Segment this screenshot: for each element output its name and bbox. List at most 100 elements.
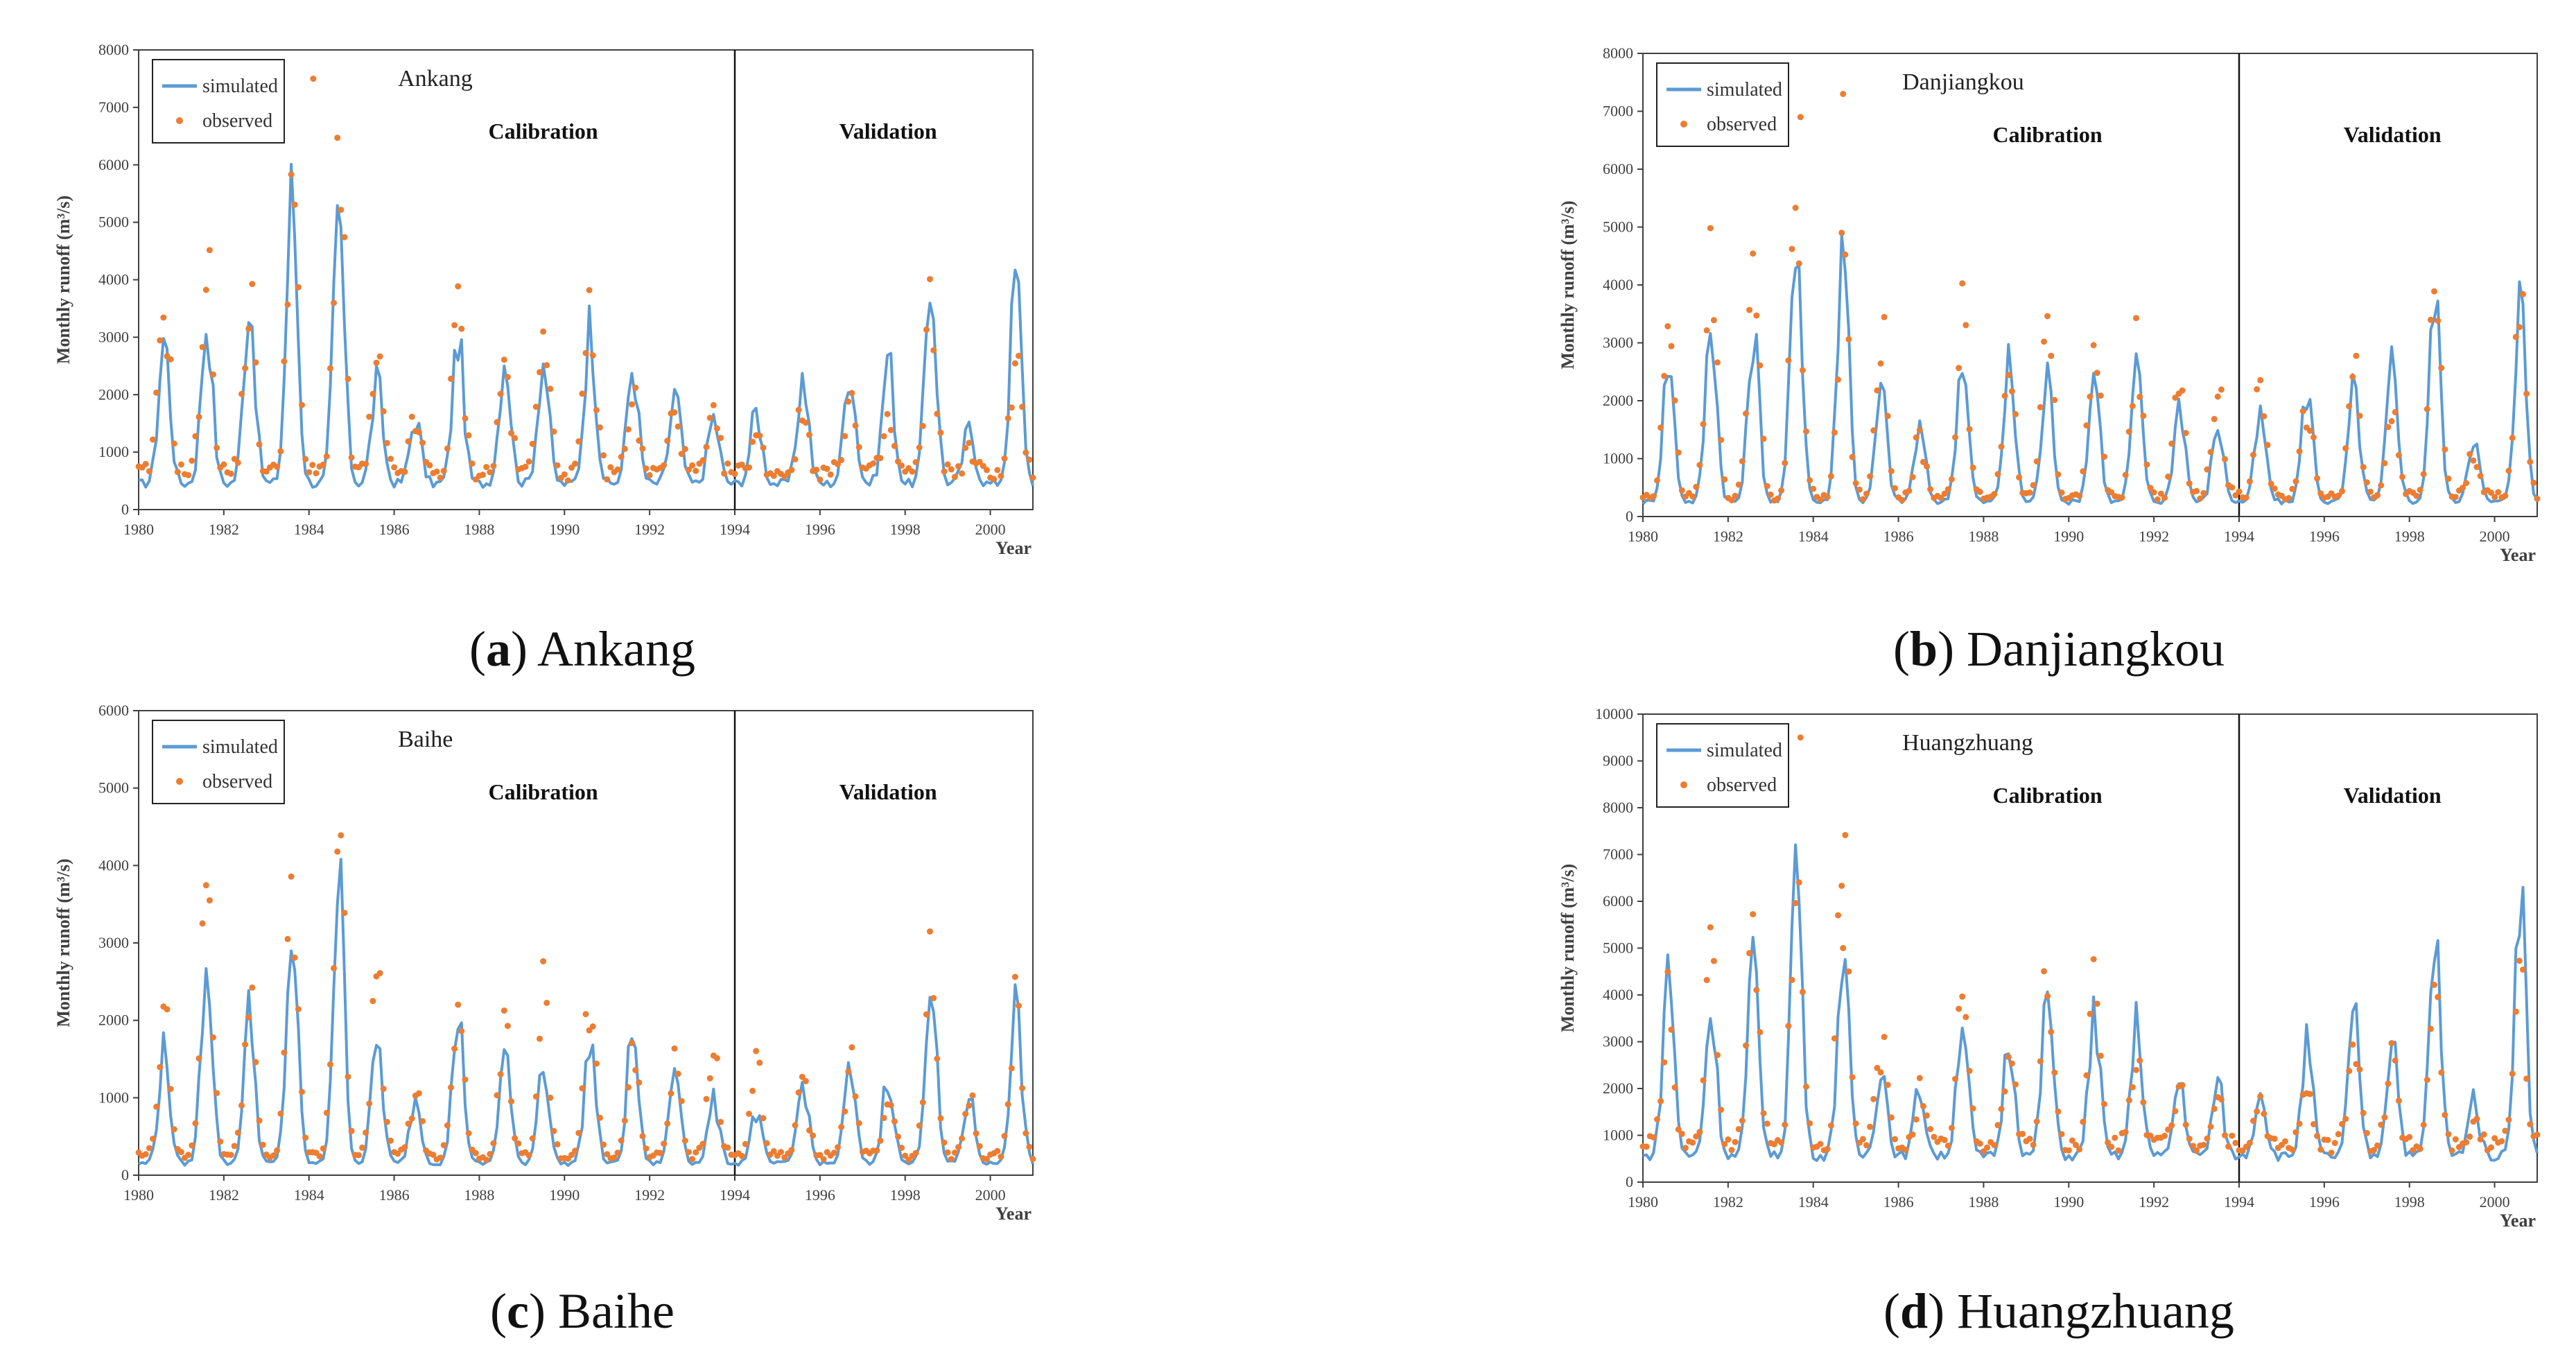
x-tick-label: 1996 — [805, 1186, 835, 1204]
observed-point — [338, 832, 345, 839]
observed-point — [338, 207, 345, 214]
observed-point — [1959, 280, 1966, 287]
observed-point — [2115, 1147, 2122, 1154]
y-tick-label: 5000 — [98, 779, 129, 797]
observed-point — [781, 1154, 788, 1161]
observed-point — [494, 419, 501, 426]
x-tick-label: 1986 — [379, 521, 410, 538]
observed-point — [2048, 352, 2055, 359]
observed-point — [2328, 1150, 2335, 1156]
observed-point — [1877, 1069, 1884, 1076]
observed-point — [2257, 1093, 2264, 1100]
x-tick-label: 1990 — [549, 1186, 580, 1204]
observed-point — [2172, 1108, 2179, 1115]
observed-point — [440, 467, 447, 474]
observed-point — [934, 410, 941, 417]
observed-point — [1863, 1142, 1870, 1149]
observed-point — [2136, 393, 2143, 400]
x-tick-label: 1994 — [2224, 528, 2254, 545]
observed-point — [1661, 372, 1668, 379]
x-axis-title: Year — [2500, 1211, 2536, 1231]
observed-point — [2108, 1143, 2115, 1150]
observed-point — [852, 422, 859, 429]
observed-point — [2179, 387, 2186, 394]
observed-point — [951, 1150, 958, 1156]
observed-point — [455, 1001, 462, 1008]
observed-point — [2229, 1132, 2236, 1139]
observed-point — [717, 1118, 724, 1125]
observed-point — [1998, 1106, 2005, 1113]
observed-point — [388, 456, 394, 462]
observed-point — [614, 466, 621, 473]
y-tick-label: 4000 — [98, 271, 129, 288]
observed-point — [2527, 458, 2534, 465]
observed-point — [2502, 492, 2509, 499]
legend-label-simulated: simulated — [1707, 79, 1782, 101]
observed-point — [2491, 1135, 2498, 1142]
observed-point — [2530, 479, 2537, 486]
observed-point — [2211, 415, 2218, 422]
observed-point — [657, 1150, 663, 1156]
observed-point — [540, 328, 547, 335]
observed-point — [1001, 1133, 1008, 1139]
observed-point — [2448, 1147, 2455, 1154]
y-axis-title: Monthly runoff (m³/s) — [1558, 200, 1578, 369]
observed-point — [980, 462, 986, 469]
observed-point — [2044, 313, 2051, 320]
observed-point — [177, 461, 184, 468]
observed-point — [973, 1130, 980, 1137]
observed-point — [855, 1120, 862, 1127]
observed-point — [934, 1055, 941, 1062]
observed-point — [991, 476, 998, 483]
observed-point — [1824, 1145, 1831, 1152]
observed-point — [1998, 443, 2005, 450]
y-tick-label: 1000 — [98, 443, 129, 460]
observed-point — [675, 423, 681, 430]
observed-point — [540, 958, 547, 964]
series-line-simulated — [138, 162, 1034, 489]
observed-point — [480, 471, 486, 478]
observed-point — [490, 462, 497, 469]
observed-point — [2488, 1144, 2494, 1151]
observed-point — [2193, 487, 2200, 494]
x-tick-label: 1988 — [1968, 528, 1999, 545]
observed-point — [713, 425, 720, 432]
observed-point — [1746, 950, 1753, 957]
observed-point — [458, 325, 465, 332]
observed-point — [686, 467, 692, 473]
observed-point — [948, 466, 955, 473]
observed-point — [2339, 487, 2345, 494]
observed-point — [359, 1144, 365, 1151]
x-tick-label: 1982 — [209, 1186, 239, 1204]
observed-point — [2186, 1136, 2193, 1142]
observed-point — [1991, 491, 1998, 498]
observed-point — [199, 920, 206, 927]
x-tick-label: 1992 — [634, 521, 665, 538]
x-tick-label: 1998 — [2394, 1193, 2425, 1211]
observed-point — [746, 464, 752, 471]
observed-point — [2207, 1123, 2214, 1130]
observed-point — [1753, 312, 1760, 319]
observed-point — [313, 470, 320, 477]
observed-point — [537, 1035, 543, 1042]
observed-point — [1778, 1139, 1785, 1146]
observed-point — [2030, 482, 2037, 489]
observed-point — [469, 460, 476, 467]
observed-point — [437, 1154, 444, 1161]
observed-point — [2051, 1069, 2058, 1076]
x-axis-title: Year — [995, 538, 1032, 558]
observed-point — [2200, 1141, 2207, 1148]
observed-point — [678, 451, 685, 458]
observed-point — [2420, 1122, 2427, 1128]
observed-point — [2218, 1096, 2225, 1103]
observed-point — [157, 337, 164, 344]
observed-point — [227, 1152, 234, 1159]
observed-point — [2236, 488, 2243, 495]
observed-point — [1770, 1141, 1777, 1147]
observed-point — [582, 349, 589, 356]
observed-point — [242, 365, 249, 372]
observed-point — [2179, 1082, 2186, 1089]
observed-point — [146, 468, 153, 475]
observed-point — [2140, 1099, 2147, 1106]
observed-point — [646, 471, 653, 478]
